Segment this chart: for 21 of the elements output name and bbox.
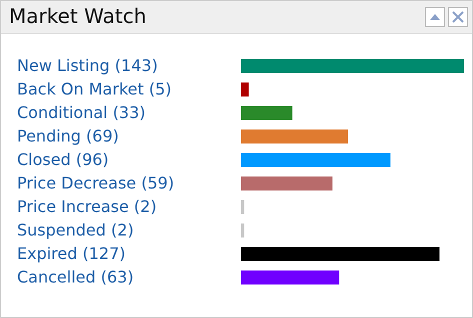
bar — [241, 59, 464, 73]
y-tick-label: Suspended (2) — [17, 220, 134, 240]
y-tick-label: Cancelled (63) — [17, 267, 134, 286]
bar — [241, 200, 244, 214]
text: Market Watch — [9, 4, 146, 28]
y-tick-label: Conditional (33) — [17, 102, 146, 122]
y-tick-label: Price Increase (2) — [17, 196, 157, 216]
bar — [241, 176, 332, 190]
bar — [241, 270, 340, 284]
bar — [241, 106, 292, 120]
y-tick-label: Price Decrease (59) — [17, 173, 174, 192]
y-tick-label: Closed (96) — [17, 150, 109, 169]
bar — [241, 224, 244, 238]
bar — [241, 130, 348, 144]
bar — [241, 153, 390, 167]
bar — [241, 247, 440, 261]
y-tick-label: New Listing (143) — [17, 56, 158, 75]
y-tick-label: Back On Market (5) — [17, 79, 172, 98]
bar — [241, 82, 249, 96]
y-tick-label: Expired (127) — [17, 244, 126, 263]
y-tick-label: Pending (69) — [17, 126, 119, 146]
